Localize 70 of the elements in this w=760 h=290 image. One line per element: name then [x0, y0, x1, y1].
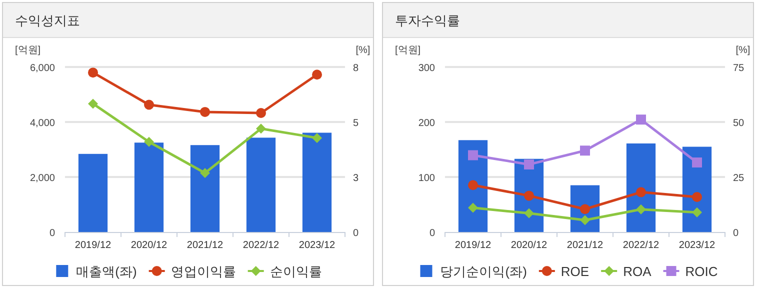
- y-axis-title: [억원]: [395, 45, 421, 56]
- point: [524, 190, 534, 201]
- legend-label: ROE: [560, 264, 590, 279]
- point: [692, 192, 702, 202]
- bar: [78, 154, 108, 232]
- y2-tick-label: 25: [733, 173, 745, 184]
- point: [524, 208, 534, 218]
- point: [468, 202, 478, 213]
- bar: [134, 142, 164, 232]
- legend-label: 순이익률: [270, 264, 322, 279]
- point: [524, 159, 534, 170]
- legend-label: 영업이익률: [170, 264, 236, 279]
- y2-axis-title: [%]: [736, 45, 750, 56]
- point: [580, 215, 590, 226]
- y-tick-label: 6,000: [30, 63, 56, 74]
- point: [580, 146, 590, 156]
- x-tick-label: 2023/12: [298, 240, 336, 251]
- point: [468, 150, 478, 160]
- y2-tick-label: 75: [733, 63, 745, 74]
- legend-label: 매출액(좌): [76, 264, 137, 279]
- y2-tick-label: 0: [353, 228, 359, 239]
- point: [256, 108, 266, 118]
- x-tick-label: 2023/12: [678, 240, 716, 251]
- y-tick-label: 300: [418, 63, 436, 74]
- y2-tick-label: 3: [353, 172, 359, 184]
- point: [580, 204, 590, 214]
- y-tick-label: 100: [418, 173, 436, 184]
- x-tick-label: 2021/12: [566, 240, 604, 251]
- x-tick-label: 2022/12: [242, 240, 280, 251]
- y-tick-label: 0: [429, 228, 436, 239]
- point: [468, 180, 478, 190]
- x-tick-label: 2022/12: [622, 240, 660, 251]
- point: [200, 168, 210, 178]
- y2-tick-label: 50: [733, 118, 745, 129]
- chart-title: 투자수익률: [395, 13, 460, 28]
- point: [692, 207, 702, 218]
- y2-tick-label: 8: [353, 63, 359, 74]
- point: [312, 70, 322, 80]
- legend-label: ROIC: [685, 264, 718, 279]
- point: [636, 187, 646, 198]
- x-tick-label: 2020/12: [130, 240, 168, 251]
- y-tick-label: 0: [49, 228, 56, 239]
- point: [144, 100, 154, 110]
- bar: [246, 138, 276, 232]
- bar: [302, 132, 332, 232]
- x-tick-label: 2021/12: [186, 240, 224, 251]
- point: [312, 132, 322, 143]
- y-tick-label: 200: [418, 118, 436, 129]
- point: [88, 98, 98, 109]
- point: [692, 157, 702, 168]
- point: [144, 136, 154, 147]
- y-tick-label: 2,000: [30, 173, 56, 184]
- y-tick-label: 4,000: [30, 118, 56, 129]
- point: [636, 204, 646, 214]
- bar: [626, 143, 656, 232]
- bar: [190, 145, 220, 232]
- y-axis-title: [억원]: [15, 45, 41, 56]
- point: [88, 68, 98, 78]
- point: [200, 106, 210, 117]
- legend-label: 당기순이익(좌): [440, 264, 527, 279]
- y2-tick-label: 0: [733, 228, 739, 239]
- y2-axis-title: [%]: [356, 45, 370, 56]
- legend-label: ROA: [623, 264, 652, 279]
- y2-tick-label: 5: [353, 118, 359, 130]
- x-tick-label: 2020/12: [510, 240, 548, 251]
- point: [636, 114, 646, 125]
- x-tick-label: 2019/12: [454, 240, 492, 251]
- x-tick-label: 2019/12: [74, 240, 112, 251]
- chart-title: 수익성지표: [15, 13, 80, 28]
- point: [256, 124, 266, 134]
